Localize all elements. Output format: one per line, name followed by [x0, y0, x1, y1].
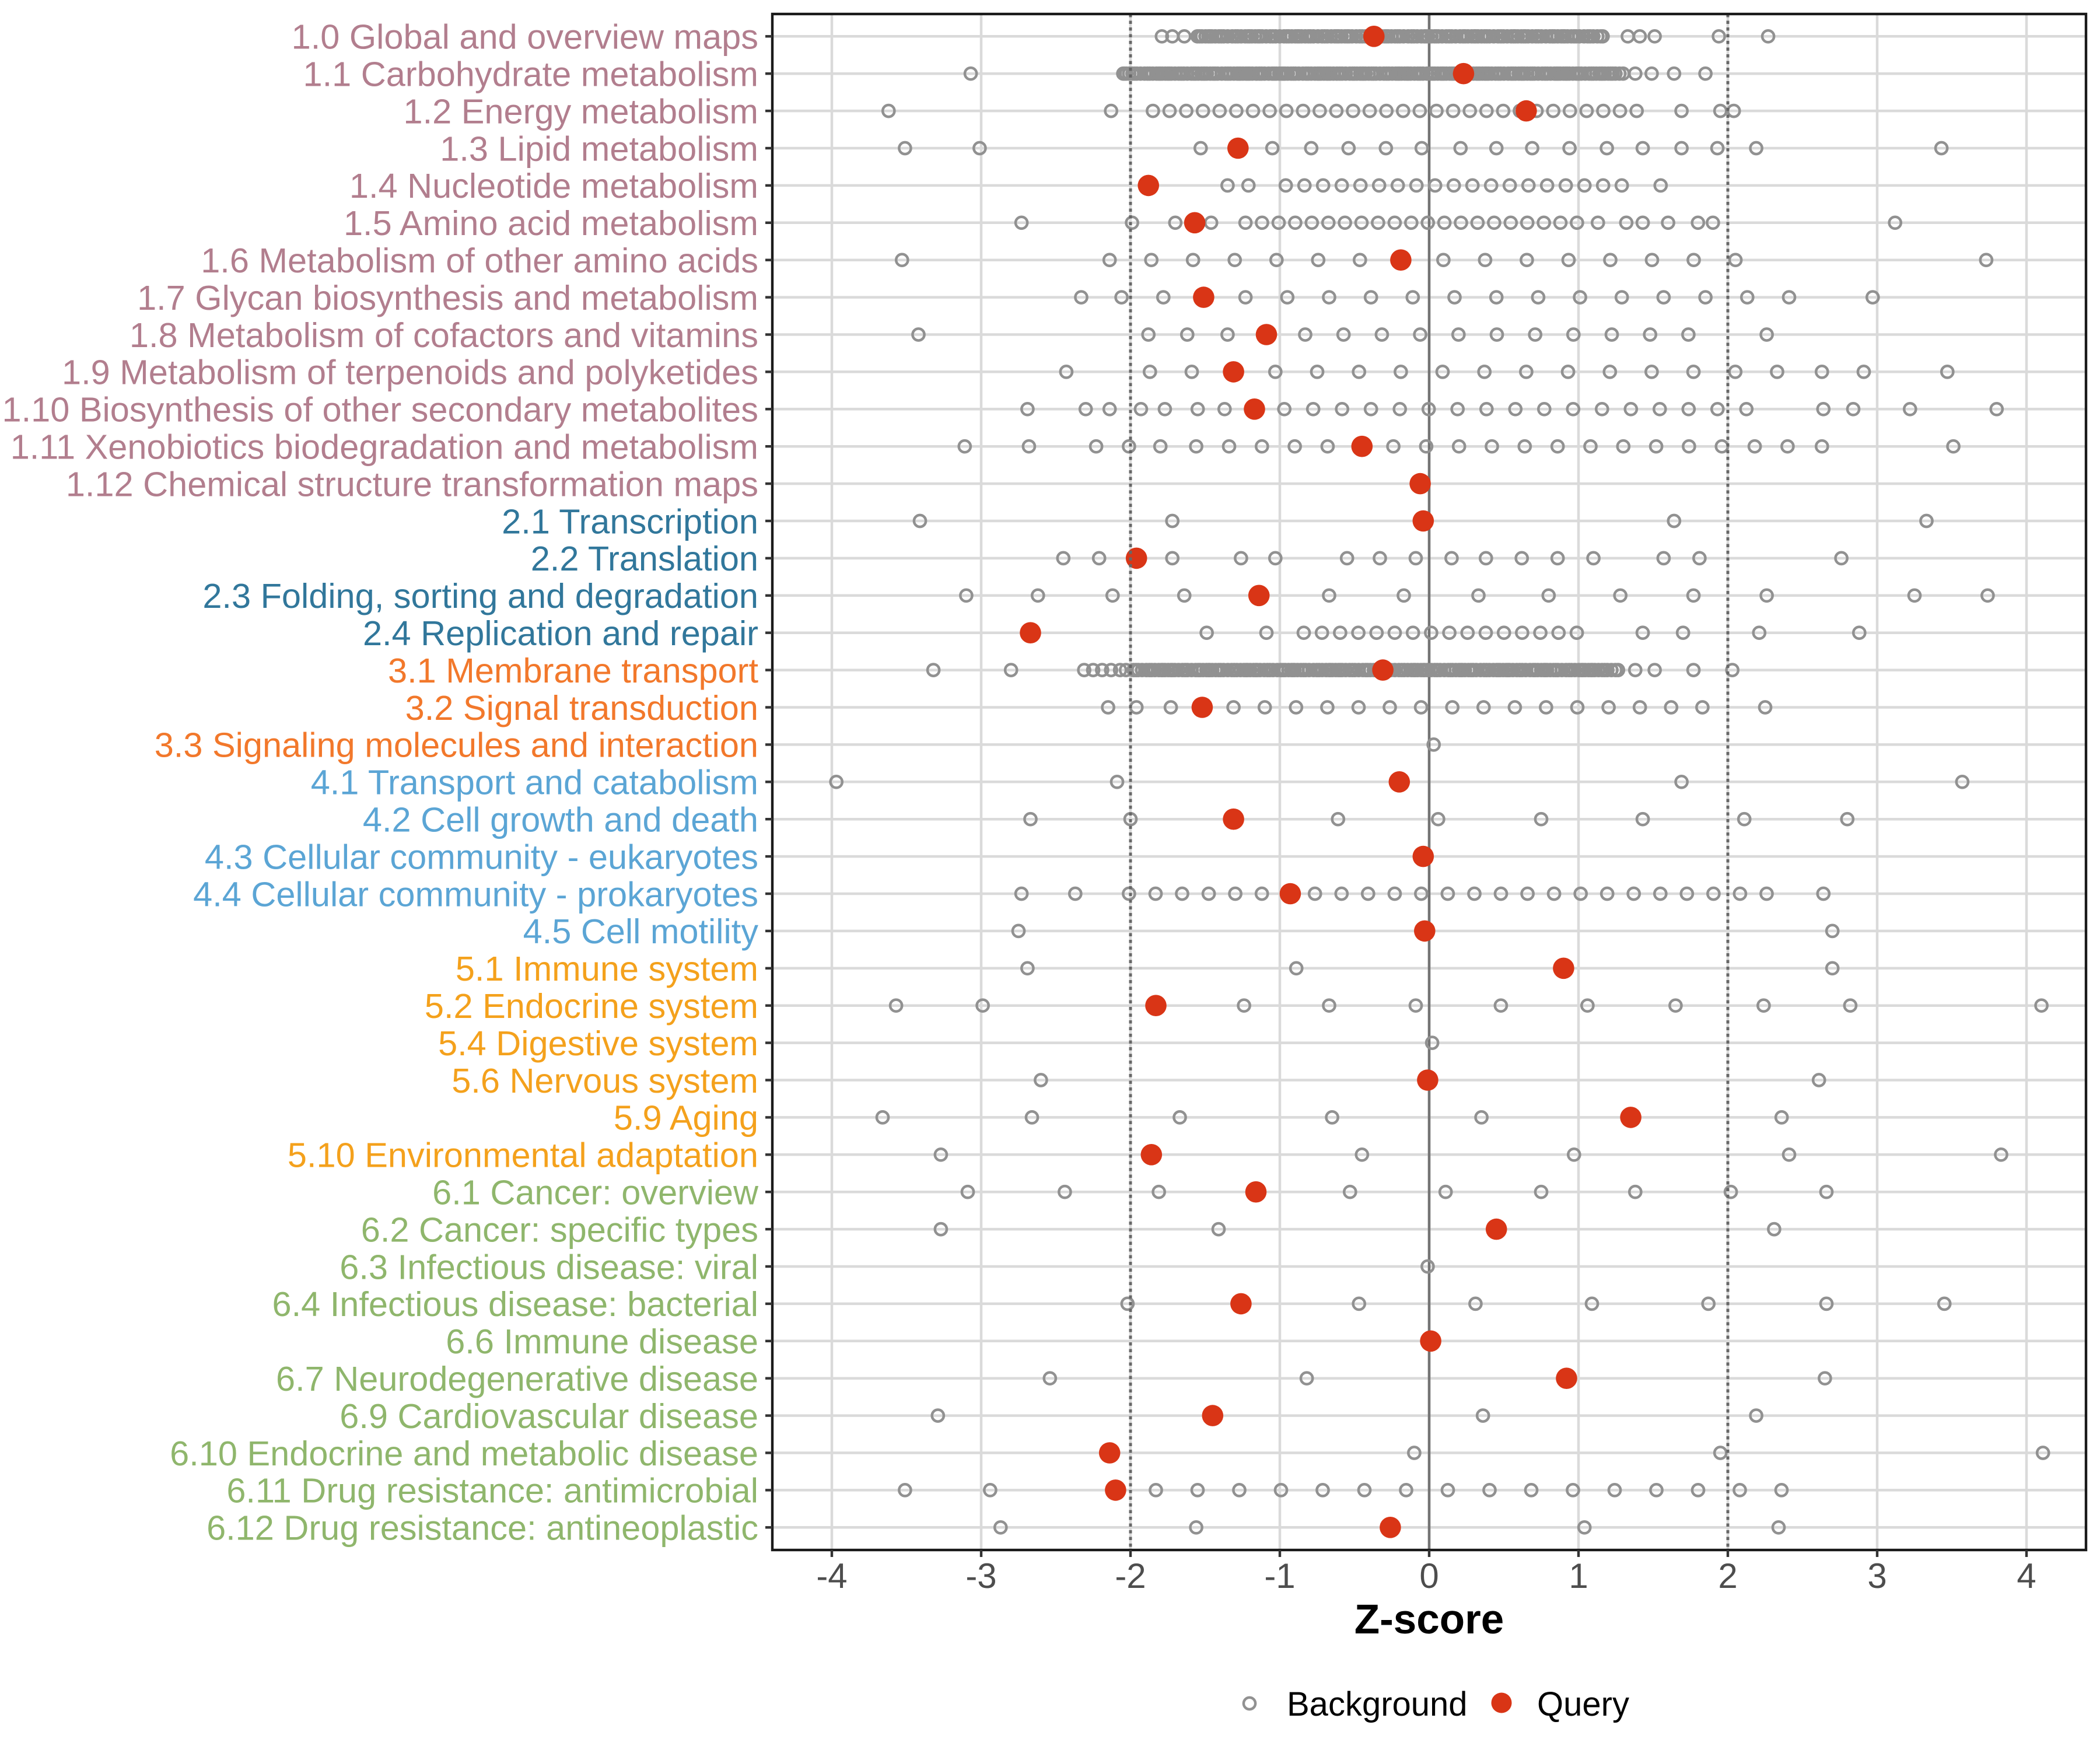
svg-text:6.12 Drug resistance: antineop: 6.12 Drug resistance: antineoplastic: [206, 1509, 758, 1548]
svg-text:1.3 Lipid metabolism: 1.3 Lipid metabolism: [440, 129, 758, 168]
svg-text:-3: -3: [965, 1556, 996, 1595]
svg-text:6.1 Cancer: overview: 6.1 Cancer: overview: [432, 1173, 759, 1212]
svg-text:4.1 Transport and catabolism: 4.1 Transport and catabolism: [311, 763, 758, 802]
svg-text:3.2 Signal transduction: 3.2 Signal transduction: [405, 688, 758, 727]
svg-text:5.4 Digestive system: 5.4 Digestive system: [438, 1024, 758, 1063]
svg-text:6.11 Drug resistance: antimicr: 6.11 Drug resistance: antimicrobial: [226, 1471, 758, 1510]
svg-text:4.2 Cell growth and death: 4.2 Cell growth and death: [363, 800, 758, 839]
svg-text:6.6 Immune disease: 6.6 Immune disease: [446, 1322, 758, 1361]
svg-text:-2: -2: [1115, 1556, 1146, 1595]
svg-text:1.7 Glycan biosynthesis and me: 1.7 Glycan biosynthesis and metabolism: [137, 278, 758, 317]
svg-text:2.1 Transcription: 2.1 Transcription: [502, 502, 758, 541]
svg-text:1: 1: [1569, 1556, 1588, 1595]
svg-text:6.4 Infectious disease: bacter: 6.4 Infectious disease: bacterial: [272, 1285, 759, 1324]
svg-text:1.9 Metabolism of terpenoids a: 1.9 Metabolism of terpenoids and polyket…: [62, 353, 758, 392]
svg-text:Query: Query: [1537, 1685, 1629, 1723]
svg-text:-4: -4: [816, 1556, 847, 1595]
svg-text:5.9 Aging: 5.9 Aging: [614, 1098, 758, 1138]
svg-text:4.4 Cellular community - proka: 4.4 Cellular community - prokaryotes: [193, 874, 758, 914]
svg-text:4.5 Cell motility: 4.5 Cell motility: [523, 912, 759, 951]
svg-text:5.6 Nervous system: 5.6 Nervous system: [452, 1061, 758, 1100]
svg-text:0: 0: [1419, 1556, 1438, 1595]
svg-text:6.3 Infectious disease: viral: 6.3 Infectious disease: viral: [340, 1247, 758, 1286]
svg-text:6.2 Cancer: specific types: 6.2 Cancer: specific types: [361, 1210, 758, 1249]
svg-text:6.7 Neurodegenerative disease: 6.7 Neurodegenerative disease: [276, 1359, 758, 1398]
svg-text:4.3 Cellular community - eukar: 4.3 Cellular community - eukaryotes: [205, 837, 758, 876]
svg-text:1.11 Xenobiotics biodegradatio: 1.11 Xenobiotics biodegradation and meta…: [10, 428, 758, 467]
svg-text:4: 4: [2017, 1556, 2036, 1595]
svg-text:5.1 Immune system: 5.1 Immune system: [456, 949, 758, 988]
svg-text:1.12 Chemical structure transf: 1.12 Chemical structure transformation m…: [66, 464, 758, 503]
svg-text:1.2 Energy metabolism: 1.2 Energy metabolism: [403, 92, 758, 131]
svg-text:6.9 Cardiovascular disease: 6.9 Cardiovascular disease: [340, 1397, 758, 1436]
svg-text:3: 3: [1867, 1556, 1887, 1595]
svg-text:2.4 Replication and repair: 2.4 Replication and repair: [363, 614, 758, 653]
svg-text:1.8 Metabolism of cofactors an: 1.8 Metabolism of cofactors and vitamins: [130, 316, 758, 355]
svg-text:2: 2: [1718, 1556, 1737, 1595]
svg-text:2.3 Folding, sorting and degra: 2.3 Folding, sorting and degradation: [202, 576, 758, 615]
svg-text:1.4 Nucleotide metabolism: 1.4 Nucleotide metabolism: [349, 166, 758, 205]
svg-text:Z-score: Z-score: [1354, 1597, 1504, 1643]
svg-text:6.10 Endocrine and metabolic d: 6.10 Endocrine and metabolic disease: [170, 1434, 758, 1473]
svg-text:Background: Background: [1287, 1685, 1468, 1723]
svg-text:1.1 Carbohydrate metabolism: 1.1 Carbohydrate metabolism: [303, 55, 758, 94]
svg-text:1.5 Amino acid metabolism: 1.5 Amino acid metabolism: [344, 204, 758, 243]
svg-text:-1: -1: [1264, 1556, 1295, 1595]
svg-text:3.3 Signaling molecules and in: 3.3 Signaling molecules and interaction: [155, 726, 758, 765]
svg-text:5.2 Endocrine system: 5.2 Endocrine system: [425, 986, 758, 1026]
svg-text:5.10 Environmental adaptation: 5.10 Environmental adaptation: [288, 1136, 758, 1175]
svg-text:3.1 Membrane transport: 3.1 Membrane transport: [388, 651, 758, 690]
svg-text:1.6 Metabolism of other amino: 1.6 Metabolism of other amino acids: [201, 241, 758, 280]
svg-text:2.2 Translation: 2.2 Translation: [531, 539, 758, 578]
svg-text:1.0 Global and overview maps: 1.0 Global and overview maps: [292, 18, 758, 57]
svg-text:1.10 Biosynthesis of other sec: 1.10 Biosynthesis of other secondary met…: [2, 390, 758, 429]
